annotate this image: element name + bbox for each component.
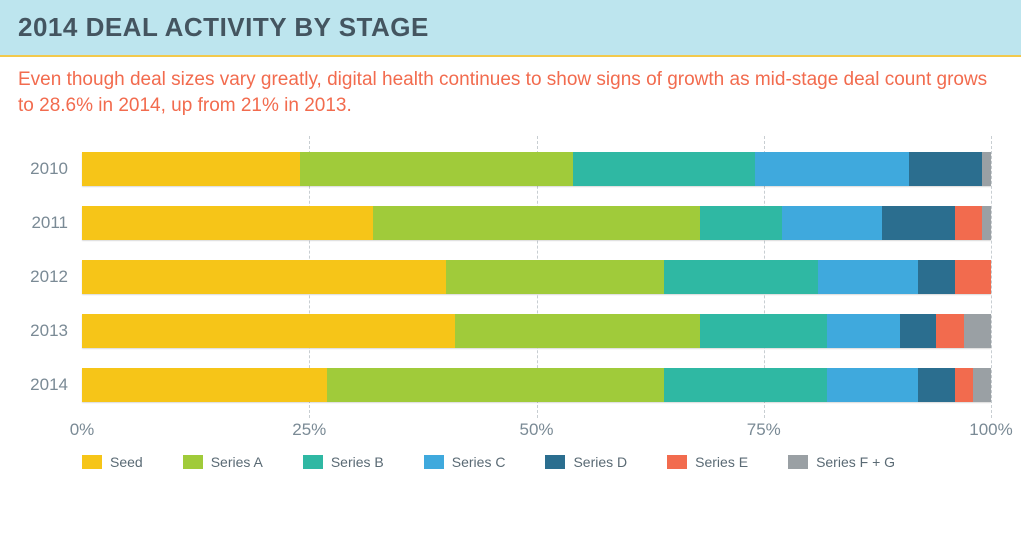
bar-segment-seed: [82, 314, 455, 348]
chart-row: 2011: [30, 196, 991, 250]
y-axis-label: 2012: [30, 267, 82, 287]
legend-swatch: [303, 455, 323, 469]
bar-segment-series_c: [755, 152, 910, 186]
chart-row: 2014: [30, 358, 991, 412]
chart-row: 2013: [30, 304, 991, 358]
bar-area: [82, 152, 991, 186]
bar-segment-series_fg: [982, 152, 991, 186]
bar-segment-seed: [82, 152, 300, 186]
bar-area: [82, 368, 991, 402]
grid-line: [991, 136, 992, 418]
legend-label: Series A: [211, 454, 263, 470]
bar-segment-series_fg: [964, 314, 991, 348]
y-axis-label: 2013: [30, 321, 82, 341]
x-tick-label: 75%: [747, 420, 781, 440]
y-axis-label: 2014: [30, 375, 82, 395]
chart-row: 2010: [30, 142, 991, 196]
bar-stack: [82, 206, 991, 240]
legend-label: Seed: [110, 454, 143, 470]
bar-segment-seed: [82, 260, 446, 294]
bar-segment-series_d: [900, 314, 936, 348]
chart-title: 2014 DEAL ACTIVITY BY STAGE: [18, 12, 1003, 43]
legend-label: Series B: [331, 454, 384, 470]
legend-item-series_d: Series D: [545, 454, 627, 470]
x-tick-label: 100%: [969, 420, 1012, 440]
bar-segment-series_d: [918, 368, 954, 402]
legend-item-series_e: Series E: [667, 454, 748, 470]
bar-stack: [82, 314, 991, 348]
legend-swatch: [183, 455, 203, 469]
bar-segment-series_d: [909, 152, 982, 186]
bar-segment-series_d: [918, 260, 954, 294]
chart-subtitle: Even though deal sizes vary greatly, dig…: [0, 57, 1021, 136]
bar-segment-series_a: [327, 368, 663, 402]
legend-swatch: [545, 455, 565, 469]
bar-area: [82, 206, 991, 240]
bar-segment-series_c: [818, 260, 918, 294]
bar-area: [82, 314, 991, 348]
chart-row: 2012: [30, 250, 991, 304]
x-tick-label: 50%: [519, 420, 553, 440]
legend-swatch: [424, 455, 444, 469]
bar-segment-series_e: [955, 206, 982, 240]
bar-segment-series_e: [955, 260, 991, 294]
legend-item-series_a: Series A: [183, 454, 263, 470]
bar-segment-series_b: [573, 152, 755, 186]
bar-segment-series_a: [446, 260, 664, 294]
legend-swatch: [788, 455, 808, 469]
bar-area: [82, 260, 991, 294]
legend: Seed Series A Series B Series C Series D Seri…: [82, 454, 991, 470]
x-tick-label: 0%: [70, 420, 95, 440]
bar-segment-series_b: [700, 314, 827, 348]
bar-segment-series_b: [700, 206, 782, 240]
legend-item-series_b: Series B: [303, 454, 384, 470]
bar-segment-seed: [82, 206, 373, 240]
x-axis: 0%25%50%75%100%: [82, 412, 991, 448]
legend-label: Series F + G: [816, 454, 895, 470]
bar-segment-series_a: [455, 314, 700, 348]
bar-segment-seed: [82, 368, 327, 402]
title-bar: 2014 DEAL ACTIVITY BY STAGE: [0, 0, 1021, 57]
bar-segment-series_c: [827, 314, 900, 348]
bar-stack: [82, 368, 991, 402]
bar-segment-series_a: [373, 206, 700, 240]
bar-stack: [82, 260, 991, 294]
bar-segment-series_a: [300, 152, 573, 186]
legend-label: Series E: [695, 454, 748, 470]
legend-item-series_fg: Series F + G: [788, 454, 895, 470]
bar-segment-series_fg: [982, 206, 991, 240]
bar-segment-series_fg: [973, 368, 991, 402]
y-axis-label: 2011: [30, 213, 82, 233]
legend-swatch: [667, 455, 687, 469]
bar-segment-series_c: [782, 206, 882, 240]
legend-swatch: [82, 455, 102, 469]
bar-segment-series_b: [664, 368, 828, 402]
bar-stack: [82, 152, 991, 186]
legend-label: Series D: [573, 454, 627, 470]
x-tick-label: 25%: [292, 420, 326, 440]
bar-segment-series_c: [827, 368, 918, 402]
legend-item-seed: Seed: [82, 454, 143, 470]
y-axis-label: 2010: [30, 159, 82, 179]
bar-segment-series_b: [664, 260, 819, 294]
chart-area: 20102011201220132014 0%25%50%75%100%: [30, 142, 991, 448]
legend-label: Series C: [452, 454, 506, 470]
bar-segment-series_e: [955, 368, 973, 402]
bar-segment-series_d: [882, 206, 955, 240]
legend-item-series_c: Series C: [424, 454, 506, 470]
bar-segment-series_e: [936, 314, 963, 348]
